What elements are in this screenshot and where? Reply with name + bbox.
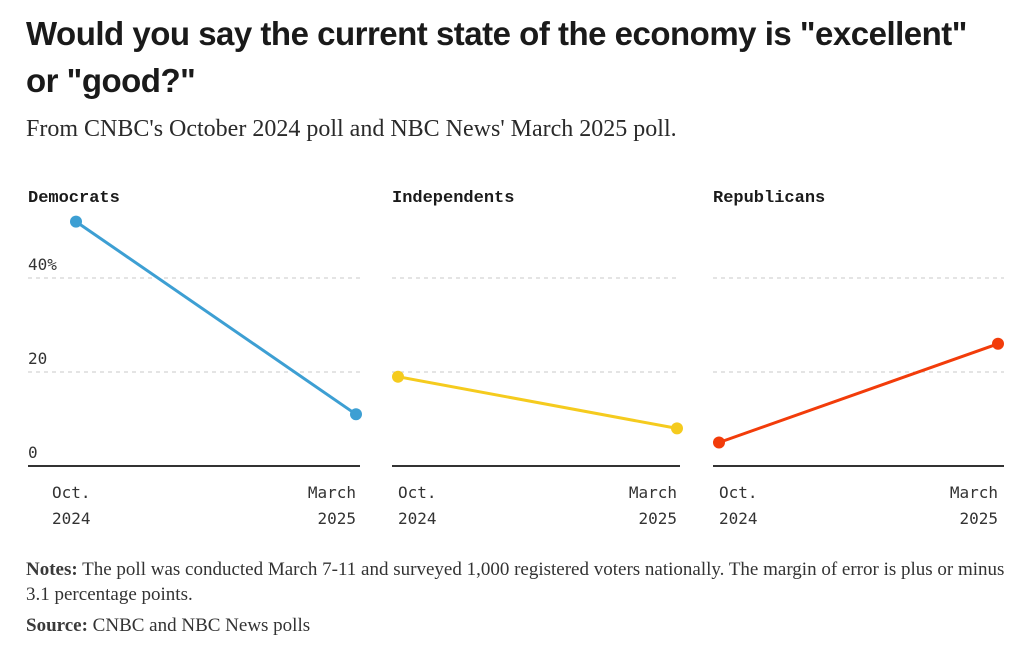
series-line-democrats	[75, 220, 357, 416]
small-multiples-chart: Democrats 0 20 40% Oct. 2024 March 2025 Independ…	[28, 189, 1004, 528]
data-point-republicans-0	[713, 436, 725, 449]
source-text: CNBC and NBC News polls	[92, 615, 311, 636]
x-tick-label-republicans-0-1: 2024	[719, 509, 758, 528]
panel-title-republicans: Republicans	[713, 189, 825, 208]
notes-label: Notes:	[26, 559, 78, 580]
x-tick-label-republicans-1-1: 2025	[959, 509, 998, 528]
x-tick-label-democrats-1-1: 2025	[317, 509, 356, 528]
y-tick-label-0: 0	[28, 443, 38, 462]
x-tick-label-democrats-1-0: March	[308, 483, 356, 502]
data-point-independents-1	[671, 422, 683, 435]
series-line-independents	[397, 375, 678, 430]
y-tick-label-40: 40%	[28, 255, 57, 274]
chart-subtitle: From CNBC's October 2024 poll and NBC Ne…	[26, 116, 677, 142]
chart-title: Would you say the current state of the e…	[26, 15, 967, 99]
data-point-democrats-0	[70, 215, 82, 228]
x-tick-label-democrats-0-1: 2024	[52, 509, 91, 528]
x-tick-label-republicans-1-0: March	[950, 483, 998, 502]
x-tick-label-democrats-0-0: Oct.	[52, 483, 91, 502]
x-tick-label-independents-0-0: Oct.	[398, 483, 437, 502]
notes-text: The poll was conducted March 7-11 and su…	[26, 559, 1005, 605]
y-tick-label-20: 20	[28, 349, 47, 368]
notes: Notes: The poll was conducted March 7-11…	[26, 557, 1006, 607]
x-tick-label-independents-1-0: March	[629, 483, 677, 502]
panel-title-independents: Independents	[392, 189, 514, 208]
data-point-democrats-1	[350, 408, 362, 421]
data-point-republicans-1	[992, 337, 1004, 350]
x-tick-label-independents-1-1: 2025	[638, 509, 677, 528]
panel-title-democrats: Democrats	[28, 189, 120, 208]
series-line-republicans	[718, 342, 999, 444]
data-point-independents-0	[392, 370, 404, 383]
source: Source: CNBC and NBC News polls	[26, 613, 1006, 638]
source-label: Source:	[26, 615, 88, 636]
x-tick-label-republicans-0-0: Oct.	[719, 483, 758, 502]
x-tick-label-independents-0-1: 2024	[398, 509, 437, 528]
